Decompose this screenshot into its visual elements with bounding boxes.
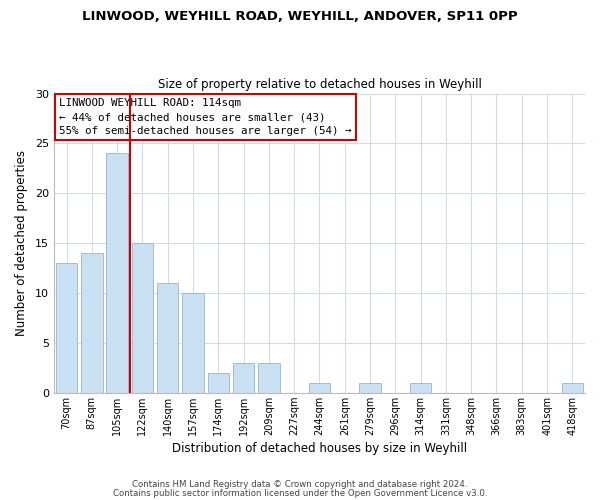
Title: Size of property relative to detached houses in Weyhill: Size of property relative to detached ho…: [158, 78, 481, 91]
Bar: [182, 293, 204, 393]
Bar: [157, 283, 178, 393]
Bar: [359, 383, 381, 393]
X-axis label: Distribution of detached houses by size in Weyhill: Distribution of detached houses by size …: [172, 442, 467, 455]
Bar: [106, 154, 128, 393]
Bar: [309, 383, 330, 393]
Text: Contains public sector information licensed under the Open Government Licence v3: Contains public sector information licen…: [113, 488, 487, 498]
Bar: [131, 243, 153, 393]
Bar: [410, 383, 431, 393]
Text: LINWOOD, WEYHILL ROAD, WEYHILL, ANDOVER, SP11 0PP: LINWOOD, WEYHILL ROAD, WEYHILL, ANDOVER,…: [82, 10, 518, 23]
Bar: [258, 363, 280, 393]
Bar: [562, 383, 583, 393]
Bar: [56, 263, 77, 393]
Text: Contains HM Land Registry data © Crown copyright and database right 2024.: Contains HM Land Registry data © Crown c…: [132, 480, 468, 489]
Text: LINWOOD WEYHILL ROAD: 114sqm
← 44% of detached houses are smaller (43)
55% of se: LINWOOD WEYHILL ROAD: 114sqm ← 44% of de…: [59, 98, 352, 136]
Bar: [233, 363, 254, 393]
Y-axis label: Number of detached properties: Number of detached properties: [15, 150, 28, 336]
Bar: [81, 253, 103, 393]
Bar: [208, 373, 229, 393]
